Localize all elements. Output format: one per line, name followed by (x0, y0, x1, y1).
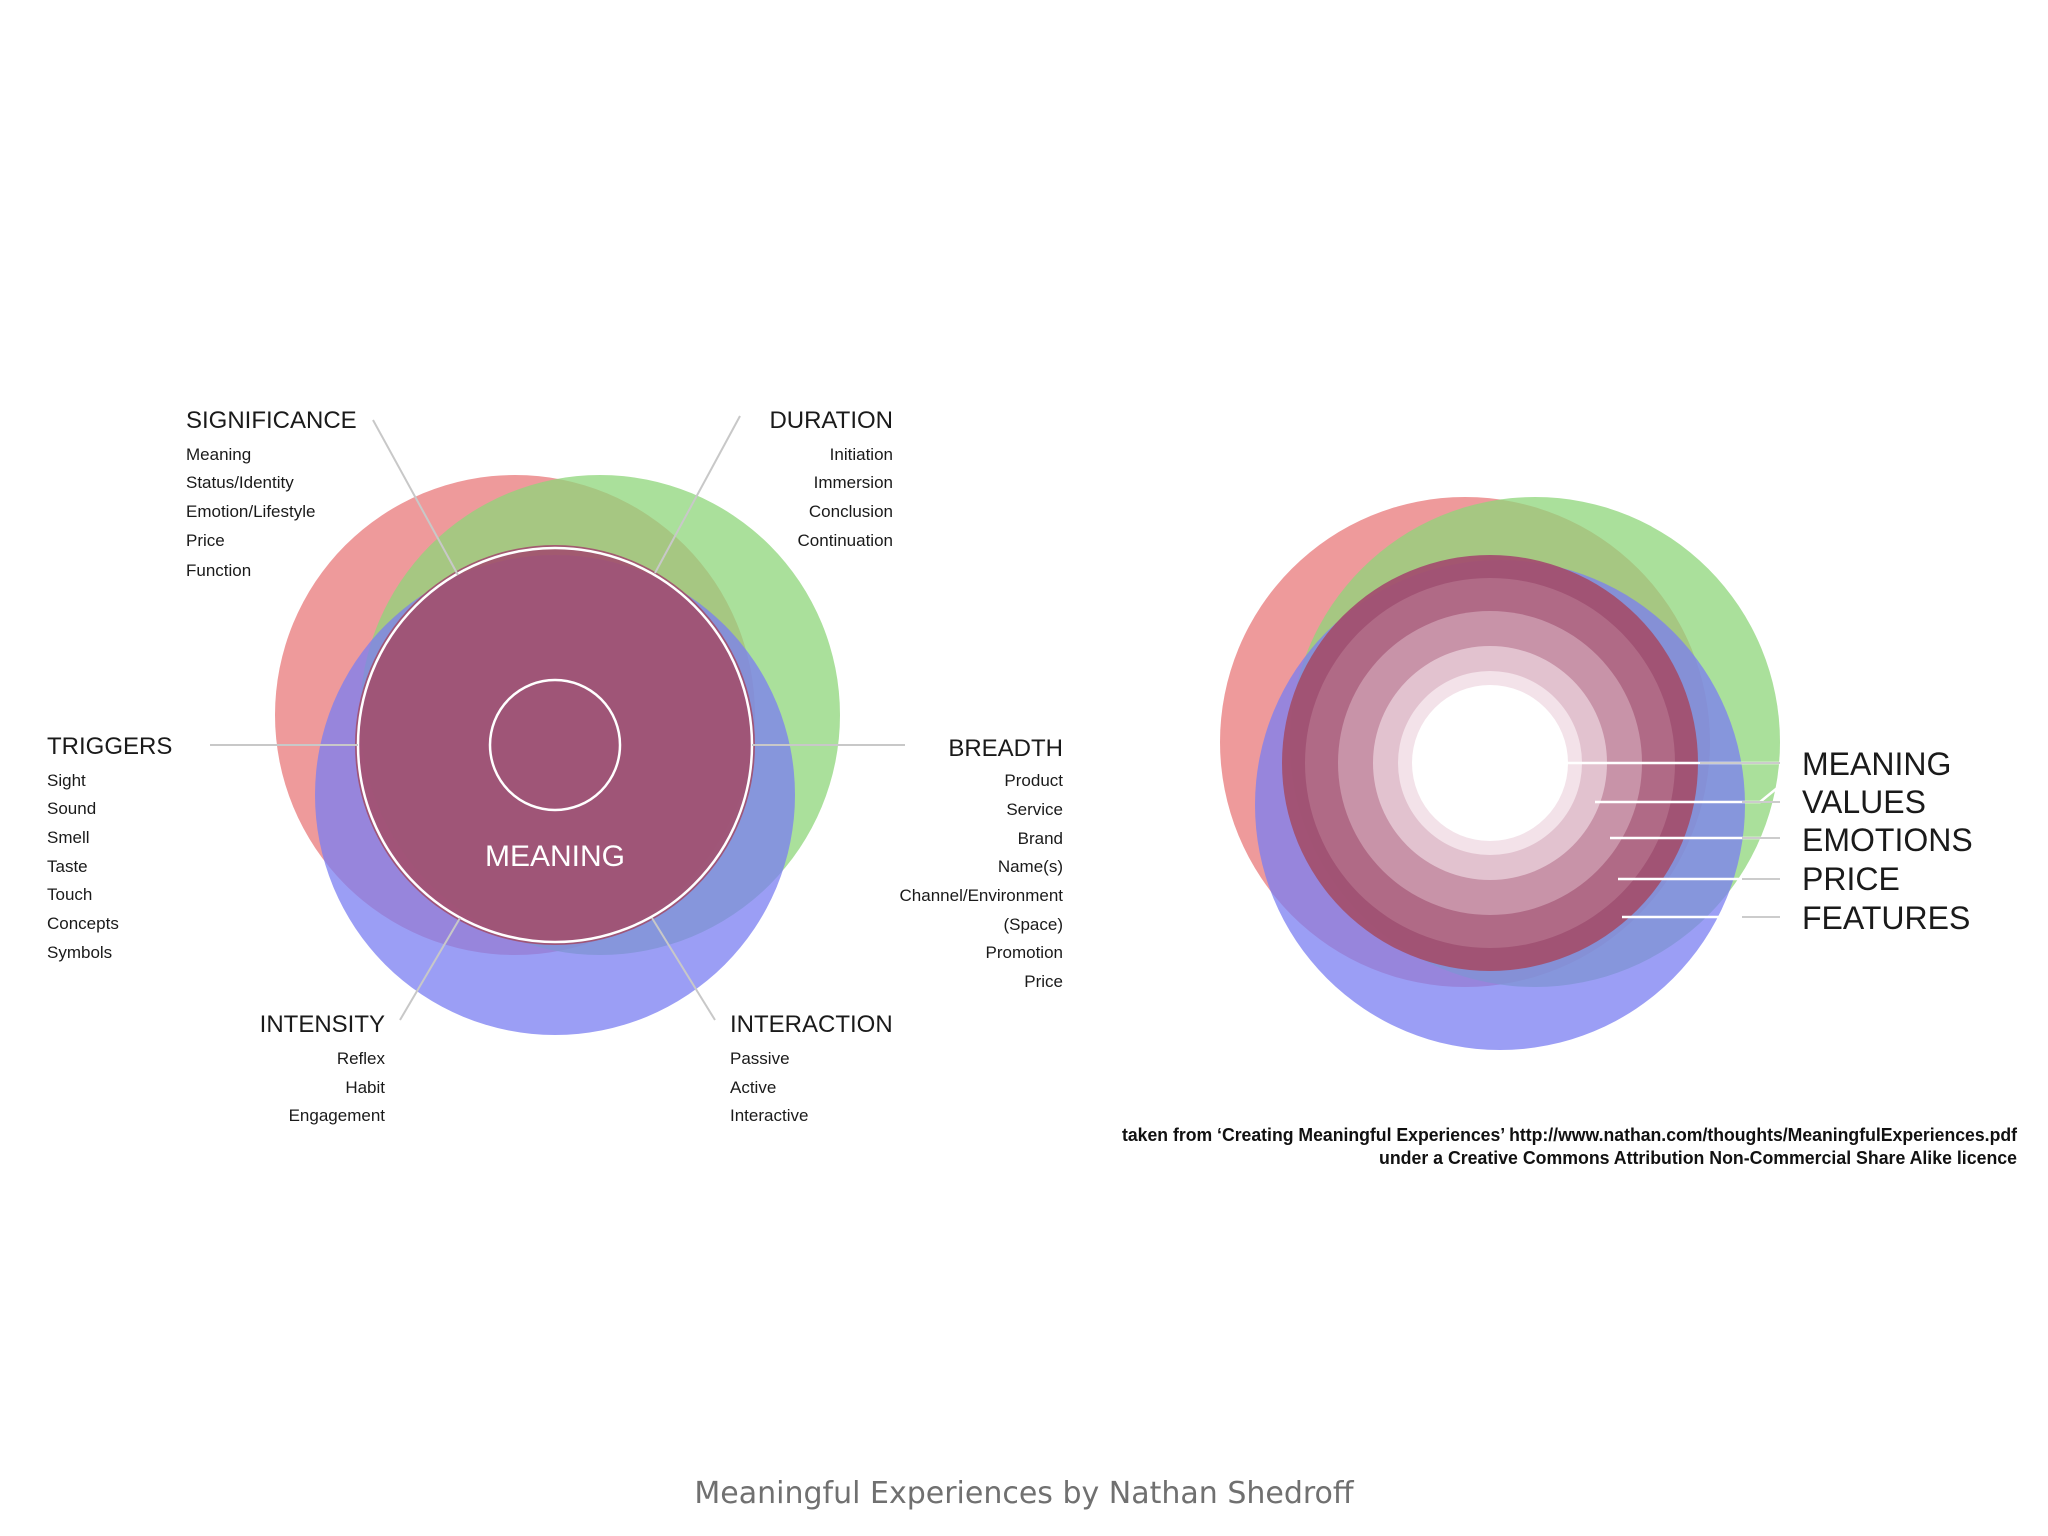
center-label: MEANING (485, 840, 625, 873)
category-breadth: BREADTH Product Service Brand Name(s) Ch… (900, 735, 1064, 991)
connector-significance (372, 419, 459, 576)
ring-meaning (1412, 685, 1568, 841)
item: Name(s) (998, 857, 1063, 876)
category-triggers: TRIGGERS Sight Sound Smell Taste Touch C… (47, 733, 172, 962)
item: Passive (730, 1049, 790, 1068)
heading-intensity: INTENSITY (260, 1011, 385, 1038)
circle-core (355, 545, 755, 945)
heading-duration: DURATION (769, 407, 893, 434)
category-significance: SIGNIFICANCE Meaning Status/Identity Emo… (186, 407, 357, 580)
item: Meaning (186, 445, 251, 464)
caption: Meaningful Experiences by Nathan Shedrof… (694, 1476, 1354, 1511)
item: Promotion (986, 943, 1063, 962)
item: Immersion (814, 473, 893, 492)
item: Service (1006, 800, 1063, 819)
item: (Space) (1003, 915, 1063, 934)
heading-triggers: TRIGGERS (47, 733, 172, 760)
heading-breadth: BREADTH (948, 735, 1063, 762)
item: Interactive (730, 1106, 808, 1125)
heading-significance: SIGNIFICANCE (186, 407, 357, 434)
item: Taste (47, 857, 88, 876)
item: Price (186, 531, 225, 550)
item: Symbols (47, 943, 112, 962)
left-diagram: MEANING SIGNIFICANCE Meaning Status/Iden… (47, 407, 1063, 1125)
connector-intensity (399, 917, 461, 1021)
ring-inner (488, 678, 622, 812)
item: Channel/Environment (900, 886, 1064, 905)
item: Product (1004, 771, 1063, 790)
credit-line-2: under a Creative Commons Attribution Non… (1379, 1148, 2017, 1168)
credit-line-1: taken from ‘Creating Meaningful Experien… (1122, 1125, 2018, 1145)
item: Conclusion (809, 502, 893, 521)
layer-label-emotions: EMOTIONS (1802, 822, 1973, 858)
item: Habit (345, 1078, 385, 1097)
connector-interaction (651, 917, 716, 1021)
layer-label-price: PRICE (1802, 861, 1900, 897)
item: Emotion/Lifestyle (186, 502, 315, 521)
item: Initiation (830, 445, 893, 464)
category-duration: DURATION Initiation Immersion Conclusion… (769, 407, 893, 550)
item: Touch (47, 885, 92, 904)
credit: taken from ‘Creating Meaningful Experien… (1122, 1125, 2018, 1168)
category-interaction: INTERACTION Passive Active Interactive (730, 1011, 893, 1125)
category-intensity: INTENSITY Reflex Habit Engagement (260, 1011, 386, 1125)
item: Status/Identity (186, 473, 294, 492)
item: Continuation (798, 531, 893, 550)
layer-leaders-ext (1700, 762, 1780, 918)
item: Reflex (337, 1049, 386, 1068)
connector-lines (210, 415, 905, 1021)
item: Price (1024, 972, 1063, 991)
item: Concepts (47, 914, 119, 933)
item: Function (186, 561, 251, 580)
item: Active (730, 1078, 776, 1097)
layer-label-values: VALUES (1802, 784, 1926, 820)
heading-interaction: INTERACTION (730, 1011, 893, 1038)
item: Engagement (289, 1106, 386, 1125)
connector-duration (654, 415, 741, 574)
item: Sight (47, 771, 86, 790)
layer-label-meaning: MEANING (1802, 746, 1951, 782)
item: Smell (47, 828, 90, 847)
item: Sound (47, 799, 96, 818)
layer-label-features: FEATURES (1802, 900, 1970, 936)
item: Brand (1018, 829, 1063, 848)
right-diagram: MEANING VALUES EMOTIONS PRICE FEATURES (1220, 497, 1973, 1050)
